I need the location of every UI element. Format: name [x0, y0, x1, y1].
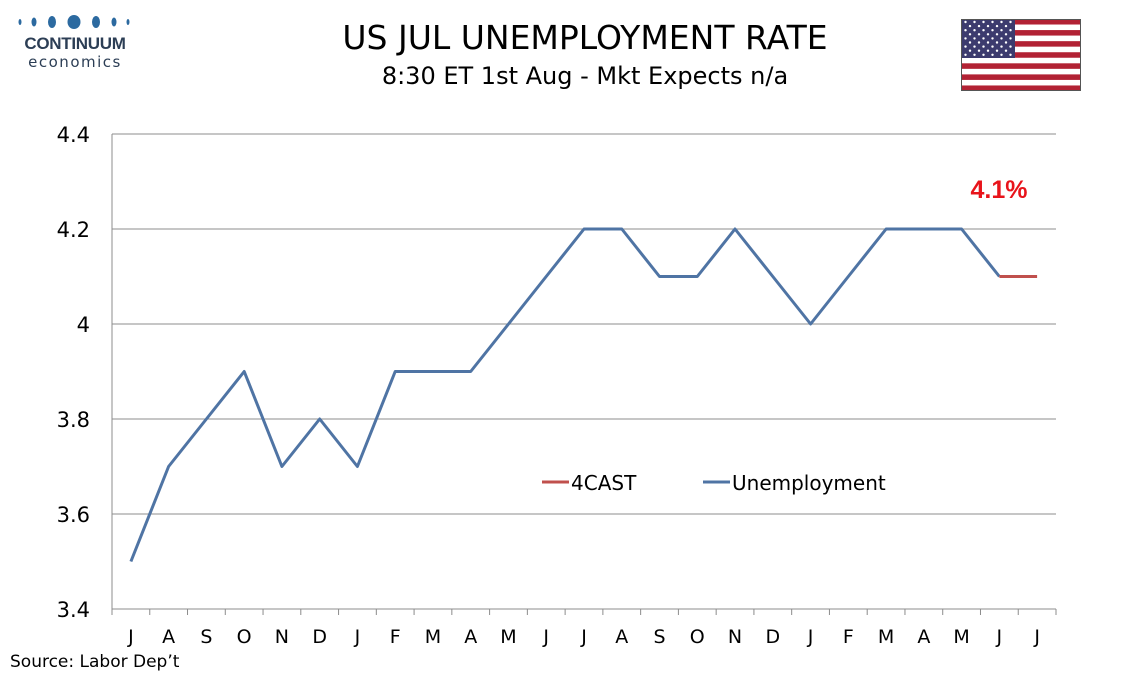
x-tick-label: M — [425, 626, 441, 648]
x-tick-label: A — [464, 626, 477, 648]
series-lines — [129, 227, 1038, 563]
source-note: Source: Labor Dep’t — [10, 652, 180, 672]
x-tick-label: A — [162, 626, 175, 648]
x-tick-label: O — [237, 626, 252, 648]
x-tick-label: N — [275, 626, 289, 648]
chart-subtitle: 8:30 ET 1st Aug - Mkt Expects n/a — [381, 62, 789, 90]
forecast-annotation: 4.1% — [971, 176, 1028, 204]
x-tick-label: J — [127, 626, 134, 648]
series-line-unemployment — [129, 227, 1001, 563]
x-tick-label: M — [953, 626, 969, 648]
x-tick-label: D — [312, 626, 327, 648]
x-tick-label: J — [580, 626, 587, 648]
x-tick-label: J — [354, 626, 361, 648]
y-tick-label: 3.8 — [57, 408, 90, 432]
logo-name: CONTINUUM — [24, 34, 126, 53]
y-tick-label: 4.2 — [57, 218, 90, 242]
axes — [111, 134, 1056, 610]
x-tick-label: O — [690, 626, 705, 648]
logo-subtitle: economics — [28, 53, 122, 71]
y-tick-label: 4 — [77, 313, 90, 337]
x-tick-label: A — [917, 626, 930, 648]
chart-title: US JUL UNEMPLOYMENT RATE — [342, 18, 828, 57]
legend-label: 4CAST — [571, 471, 637, 495]
continuum-logo: CONTINUUM economics — [10, 12, 145, 77]
x-tick-label: F — [843, 626, 854, 648]
x-tick-label: N — [728, 626, 742, 648]
x-tick-label: F — [390, 626, 401, 648]
x-tick-label: J — [807, 626, 814, 648]
gridlines — [112, 133, 1056, 610]
x-tick-label: M — [500, 626, 516, 648]
us-flag-icon — [961, 19, 1081, 91]
y-tick-label: 4.4 — [57, 123, 90, 147]
x-tick-label: J — [1033, 626, 1040, 648]
y-tick-label: 3.4 — [57, 598, 90, 622]
x-tick-label: D — [765, 626, 780, 648]
y-tick-label: 3.6 — [57, 503, 90, 527]
y-axis-ticks: 3.4 3.6 3.8 4 4.2 4.4 — [57, 123, 90, 622]
x-tick-label: S — [200, 626, 212, 648]
logo-dots-icon — [18, 15, 130, 29]
legend-label: Unemployment — [732, 471, 886, 495]
x-tick-label: A — [615, 626, 628, 648]
x-tick-label: M — [878, 626, 894, 648]
legend: 4CAST Unemployment — [542, 471, 886, 495]
x-tick-label: J — [996, 626, 1003, 648]
x-tick-label: S — [653, 626, 665, 648]
x-tick-label: J — [542, 626, 549, 648]
